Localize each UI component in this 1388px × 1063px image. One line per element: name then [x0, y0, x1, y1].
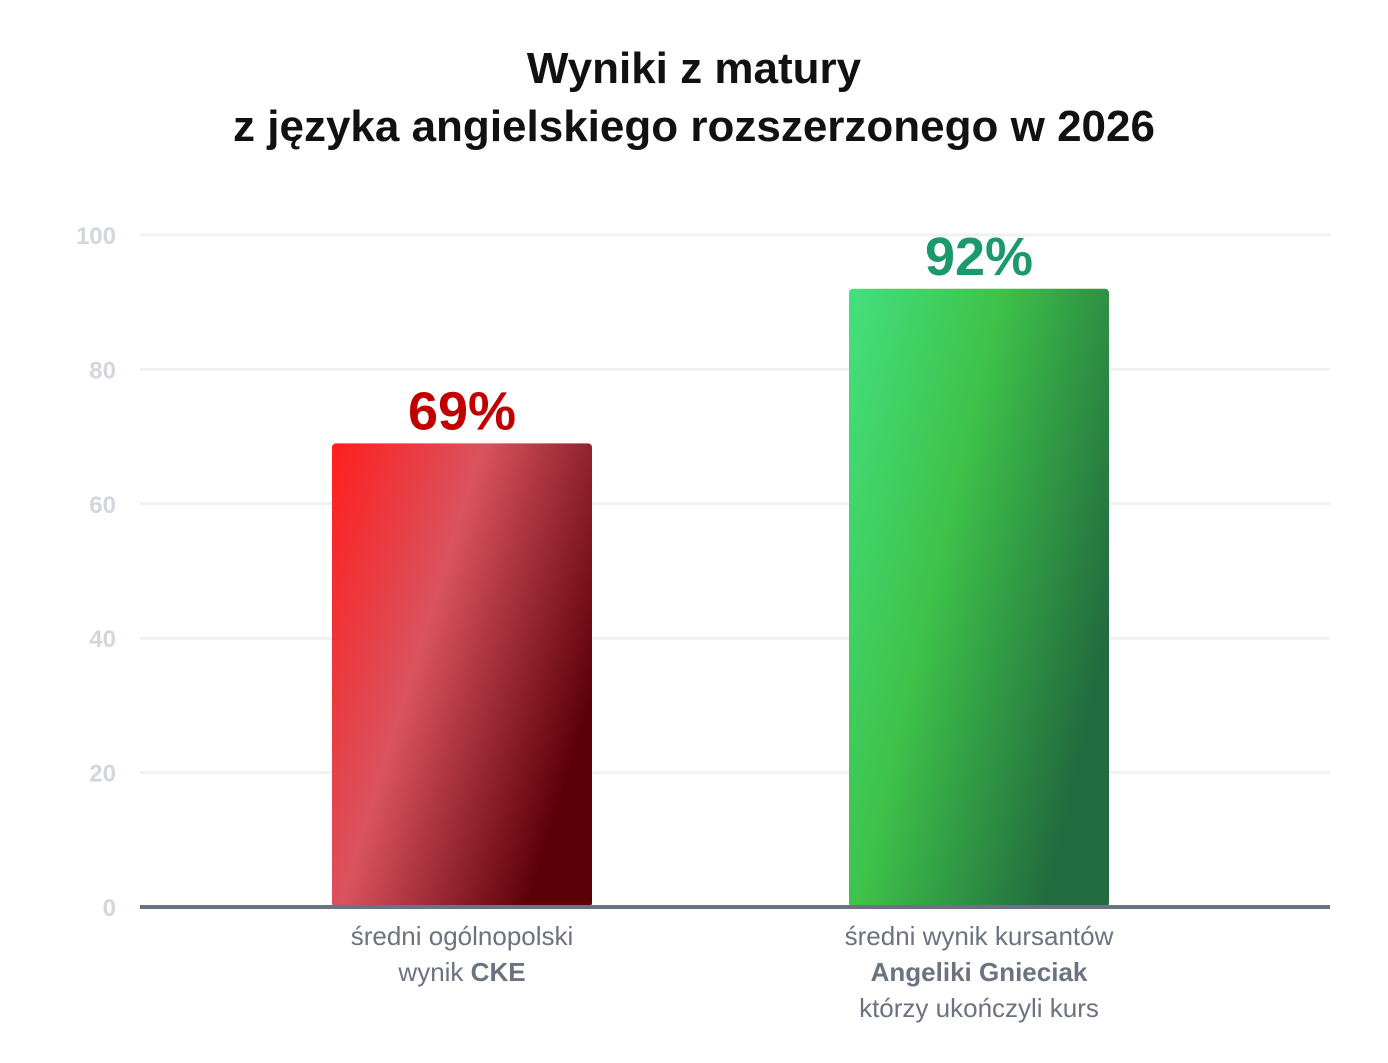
- x-label-kursanci-line-1: średni wynik kursantów: [844, 921, 1114, 951]
- y-tick-label-20: 20: [89, 761, 116, 788]
- bar-1: [332, 443, 592, 907]
- chart-title: Wyniki z matury z języka angielskiego ro…: [0, 40, 1388, 156]
- grid-layer: [140, 233, 1330, 775]
- y-tick-label-80: 80: [89, 357, 116, 384]
- bars: [332, 288, 1109, 907]
- x-label-cke-line-2: wynik CKE: [242, 954, 682, 990]
- x-label-cke-bold: CKE: [470, 957, 526, 987]
- bar-2: [849, 288, 1109, 907]
- data-label-2: 92%: [925, 227, 1033, 287]
- y-tick-label-40: 40: [89, 626, 116, 653]
- x-label-kursanci-bold: Angeliki Gnieciak: [870, 957, 1088, 987]
- y-tick-label-60: 60: [89, 492, 116, 519]
- x-tick-label-cke: średni ogólnopolski wynik CKE: [242, 918, 682, 990]
- x-label-kursanci-line-3: którzy ukończyli kurs: [859, 993, 1099, 1023]
- y-tick-label-100: 100: [76, 223, 116, 250]
- x-label-cke-line-1: średni ogólnopolski: [350, 921, 574, 951]
- data-labels: 69% 92%: [408, 227, 1033, 442]
- chart-title-line-1: Wyniki z matury: [526, 44, 862, 93]
- x-tick-label-kursanci: średni wynik kursantów Angeliki Gnieciak…: [759, 918, 1199, 1026]
- y-axis-ticks: 0 20 40 60 80 100: [76, 223, 116, 922]
- chart-title-line-2: z języka angielskiego rozszerzonego w 20…: [233, 102, 1155, 151]
- data-label-1: 69%: [408, 381, 516, 441]
- y-tick-label-0: 0: [103, 895, 116, 922]
- x-label-cke-prefix: wynik: [398, 957, 471, 987]
